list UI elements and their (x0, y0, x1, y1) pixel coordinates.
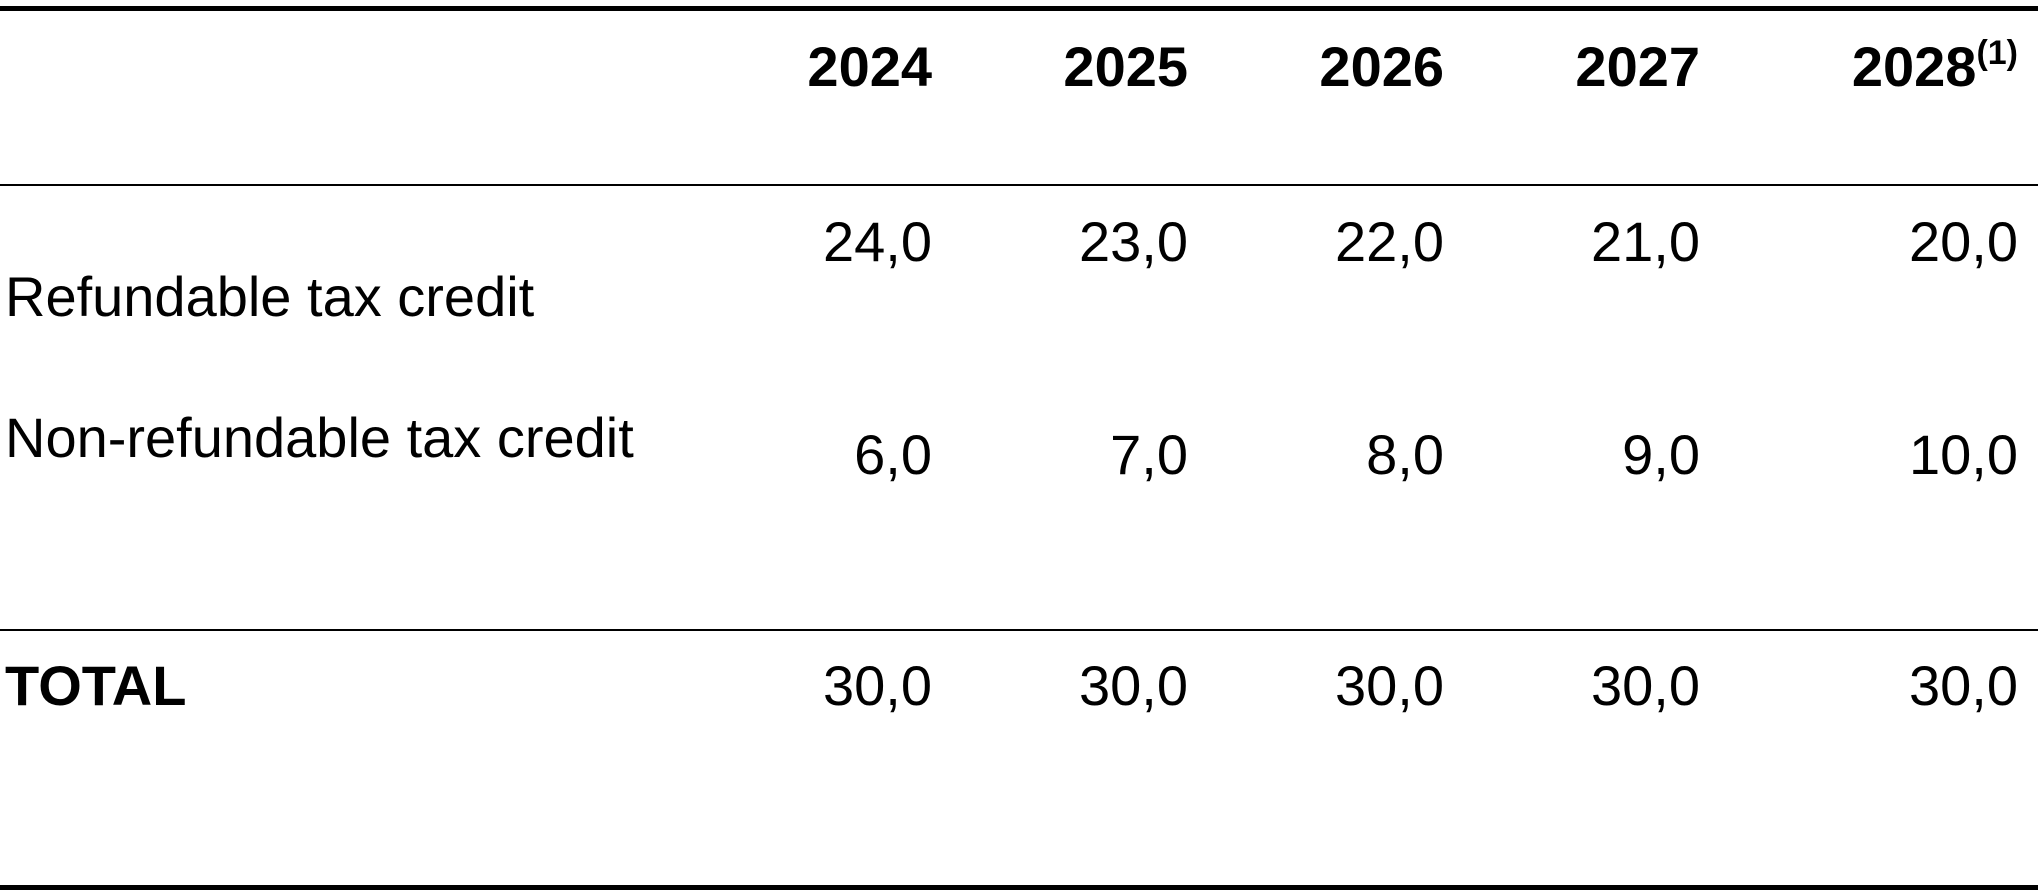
cell-value: 24,0 (823, 210, 932, 273)
cell-value: 8,0 (1366, 423, 1444, 486)
row-label-non-refundable: Non-refundable tax credit (5, 406, 634, 469)
footnote-marker: (1) (1976, 34, 2018, 72)
cell-value: 21,0 (1591, 210, 1700, 273)
total-value: 30,0 (1909, 654, 2018, 717)
total-value: 30,0 (1591, 654, 1700, 717)
table-top-rule (0, 6, 2038, 11)
column-header-2026: 2026 (1319, 35, 1444, 98)
total-divider-rule (0, 629, 2038, 631)
column-header-2025: 2025 (1063, 35, 1188, 98)
total-label: TOTAL (5, 654, 187, 717)
total-value: 30,0 (1335, 654, 1444, 717)
cell-value: 9,0 (1622, 423, 1700, 486)
total-value: 30,0 (1079, 654, 1188, 717)
cell-value: 6,0 (854, 423, 932, 486)
column-header-2028: 2028(1) (1852, 36, 2018, 95)
cell-value: 23,0 (1079, 210, 1188, 273)
row-label-refundable: Refundable tax credit (5, 265, 535, 328)
column-header-2027: 2027 (1575, 35, 1700, 98)
cell-value: 22,0 (1335, 210, 1444, 273)
table-bottom-rule (0, 885, 2038, 890)
column-header-2024: 2024 (807, 35, 932, 98)
total-value: 30,0 (823, 654, 932, 717)
column-header-2028-year: 2028 (1851, 35, 1977, 98)
cell-value: 7,0 (1110, 423, 1188, 486)
cell-value: 20,0 (1909, 210, 2018, 273)
cell-value: 10,0 (1909, 423, 2018, 486)
header-divider-rule (0, 184, 2038, 186)
